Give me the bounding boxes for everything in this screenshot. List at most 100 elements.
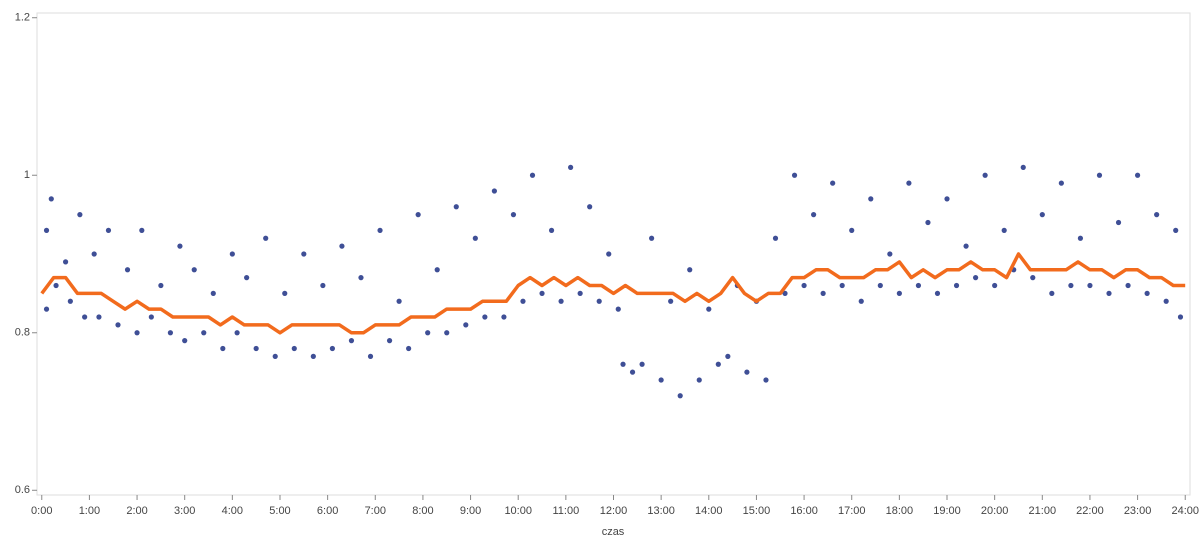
x-tick-label: 16:00 [790, 505, 818, 517]
y-tick-label: 1 [24, 169, 30, 181]
point [386, 338, 393, 344]
point [148, 314, 154, 320]
x-tick-label: 0:00 [31, 505, 52, 517]
point [706, 306, 712, 312]
x-tick-label: 8:00 [412, 505, 433, 517]
x-tick-label: 10:00 [504, 505, 532, 517]
point [463, 322, 469, 328]
point [253, 345, 259, 352]
point [677, 393, 683, 399]
point [539, 290, 545, 296]
point [77, 212, 83, 218]
point [1058, 180, 1064, 186]
point [877, 282, 883, 289]
point [320, 282, 326, 289]
point [501, 314, 507, 320]
point [587, 204, 593, 210]
point [1115, 219, 1122, 226]
point [377, 227, 383, 233]
point [367, 353, 374, 359]
point [272, 353, 278, 359]
y-tick-label: 0.8 [15, 327, 30, 339]
point [639, 361, 645, 367]
x-tick-label: 21:00 [1029, 505, 1057, 517]
point [234, 330, 240, 336]
point [434, 267, 440, 273]
point [558, 298, 564, 304]
point [687, 267, 693, 273]
point [763, 377, 769, 383]
point [896, 290, 902, 296]
point [858, 298, 864, 304]
point [1163, 298, 1169, 304]
x-tick-label: 19:00 [933, 505, 961, 517]
point [992, 282, 998, 289]
x-tick-label: 2:00 [126, 505, 147, 517]
point [568, 164, 574, 170]
point [1177, 314, 1184, 320]
point [1068, 282, 1074, 289]
point [158, 282, 164, 289]
point [1030, 275, 1036, 281]
point [944, 196, 950, 202]
point [725, 353, 731, 359]
point [782, 290, 788, 296]
point [91, 251, 97, 257]
point [915, 282, 922, 289]
point [358, 275, 364, 281]
point [577, 290, 583, 296]
point [1134, 172, 1141, 178]
point [453, 204, 459, 210]
point [339, 243, 345, 249]
point [548, 227, 555, 233]
point [849, 227, 855, 233]
point [229, 251, 235, 257]
y-tick-label: 1.2 [15, 12, 30, 24]
point [191, 267, 197, 273]
point [310, 353, 316, 359]
point [82, 314, 88, 320]
point [348, 338, 355, 344]
point [105, 227, 112, 233]
x-tick-label: 11:00 [552, 505, 579, 517]
point [811, 212, 817, 218]
x-tick-label: 9:00 [460, 505, 481, 517]
point [510, 212, 517, 218]
point [139, 227, 145, 233]
point [1087, 282, 1093, 289]
x-tick-label: 14:00 [695, 505, 723, 517]
point [791, 172, 798, 178]
point [801, 282, 807, 289]
point [696, 377, 702, 383]
point [62, 259, 69, 265]
point [263, 235, 269, 241]
point [596, 298, 602, 304]
point [953, 282, 960, 289]
point [963, 243, 969, 249]
point [43, 227, 50, 233]
point [406, 345, 412, 352]
point [53, 282, 59, 289]
point [1144, 290, 1150, 296]
point [291, 345, 297, 352]
point [43, 306, 50, 312]
x-tick-label: 24:00 [1171, 505, 1199, 517]
point [329, 345, 335, 352]
point [868, 196, 874, 202]
point [444, 330, 450, 336]
point [491, 188, 497, 194]
point [210, 290, 216, 296]
point [1039, 212, 1045, 218]
point [472, 235, 478, 241]
average-line [40, 252, 1186, 335]
point [658, 377, 664, 383]
point [220, 345, 226, 352]
point [668, 298, 674, 304]
point [482, 314, 488, 320]
point [620, 361, 626, 367]
point [744, 369, 750, 375]
point [1106, 290, 1112, 296]
point [396, 298, 402, 304]
x-tick-label: 1:00 [79, 505, 100, 517]
